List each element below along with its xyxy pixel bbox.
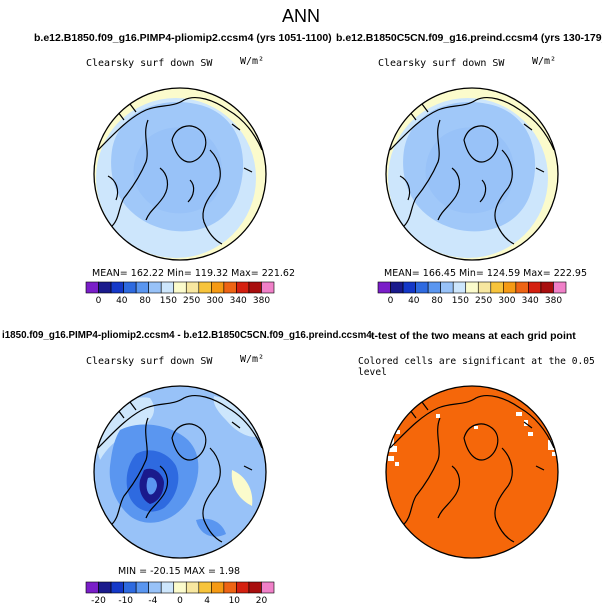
panel-2-colorbar-color-box	[503, 281, 517, 294]
panel-1-colorbar-color-box	[198, 281, 212, 294]
panel-3-colorbar-color-box	[173, 581, 187, 594]
panel-3-colorbar-color-box	[211, 581, 225, 594]
panel-1-colorbar-color-box	[85, 281, 99, 294]
panel-3-colorbar-tick-label: 10	[229, 596, 241, 606]
panel-3-variable-label: Clearsky surf down SW	[86, 356, 213, 367]
panel-4-map	[385, 385, 559, 559]
panel-2-colorbar-color-box	[477, 281, 492, 294]
panel-2-colorbar-tick-label: 40	[408, 296, 420, 306]
panel-2-colorbar-color-box	[452, 281, 467, 294]
panel-3-colorbar-color-box	[123, 581, 137, 594]
panel-1-colorbar-color-box	[236, 281, 250, 294]
panel-1-colorbar-color-box	[248, 281, 262, 294]
panel-3-colorbar-color-box	[248, 581, 262, 594]
panel-2-colorbar-color-box	[402, 281, 416, 294]
panel-2-colorbar-color-box	[515, 281, 529, 294]
panel-3-colorbar-tick-label: 4	[204, 596, 210, 606]
panel-2-colorbar-tick-label: 250	[475, 296, 492, 306]
panel-1-variable-label: Clearsky surf down SW	[86, 58, 213, 69]
panel-1-colorbar-tick-label: 150	[160, 296, 177, 306]
panel-2-variable-label: Clearsky surf down SW	[378, 58, 505, 69]
panel-3-colorbar-tick-label: -20	[91, 596, 106, 606]
panel-3-unit-label: W/m²	[240, 354, 265, 365]
panel-2-colorbar-color-box	[377, 281, 391, 294]
panel-3-colorbar-tick-label: 0	[177, 596, 183, 606]
panel-2-colorbar: 0 40 80 150 250 300 340 380	[377, 281, 567, 306]
panel-3-colorbar-tick-label: -4	[148, 596, 157, 606]
panel-2-unit-label: W/m²	[532, 56, 557, 67]
panel-2-colorbar-tick-label: 150	[452, 296, 469, 306]
panel-3-colorbar-color-box	[236, 581, 250, 594]
panel-3-colorbar-color-box	[148, 581, 162, 594]
panel-3-colorbar-color-box	[160, 581, 175, 594]
panel-3-colorbar-color-box	[98, 581, 112, 594]
panel-2-colorbar-color-box	[390, 281, 404, 294]
panel-2-map	[385, 87, 559, 261]
panel-1-colorbar-tick-label: 40	[116, 296, 128, 306]
panel-1-colorbar-tick-label: 80	[139, 296, 151, 306]
panel-2-colorbar-color-box	[540, 281, 554, 294]
panel-3-colorbar-color-box	[198, 581, 212, 594]
panel-1-stats: MEAN= 162.22 Min= 119.32 Max= 221.62	[92, 268, 296, 279]
panel-1-colorbar-tick-label: 340	[230, 296, 247, 306]
panel-1-colorbar-tick-label: 300	[206, 296, 223, 306]
panel-3-stats: MIN = -20.15 MAX = 1.98	[118, 566, 241, 577]
panel-1-colorbar-tick-label: 0	[96, 296, 102, 306]
panel-3-colorbar-color-box	[185, 581, 200, 594]
panel-2-colorbar-color-box	[528, 281, 542, 294]
panel-1-colorbar-color-box	[223, 281, 237, 294]
panel-1-colorbar-color-box	[173, 281, 187, 294]
panel-3-colorbar-tick-label: -10	[118, 596, 133, 606]
panel-1-colorbar-color-box	[160, 281, 175, 294]
panel-1-colorbar-color-box	[98, 281, 112, 294]
panel-2-colorbar-color-box	[415, 281, 429, 294]
panel-2-colorbar-color-box	[490, 281, 504, 294]
panel-1-colorbar-color-box	[261, 281, 275, 294]
panel-1-map	[93, 87, 267, 261]
panel-3-colorbar-color-box	[261, 581, 275, 594]
panel-3-colorbar: -20 -10 -4 0 4 10 20	[85, 581, 275, 606]
panel-2-colorbar-color-box	[465, 281, 479, 294]
panel-3-title: i1850.f09_g16.PIMP4-pliomip2.ccsm4 - b.e…	[2, 330, 372, 341]
panel-1-unit-label: W/m²	[240, 56, 265, 67]
panel-1-colorbar-tick-label: 250	[183, 296, 200, 306]
panel-1-colorbar-color-box	[211, 281, 225, 294]
panel-3-colorbar-tick-label: 20	[256, 596, 268, 606]
panel-1-colorbar-color-box	[110, 281, 124, 294]
panel-2-colorbar-tick-label: 380	[545, 296, 562, 306]
panel-3-colorbar-color-box	[135, 581, 149, 594]
panel-2-colorbar-tick-label: 80	[431, 296, 443, 306]
panel-2-colorbar-color-box	[553, 281, 567, 294]
panel-1-colorbar-color-box	[135, 281, 149, 294]
panel-1-colorbar-color-box	[123, 281, 137, 294]
panel-2-colorbar-color-box	[440, 281, 454, 294]
panel-3-colorbar-color-box	[110, 581, 124, 594]
panel-2-colorbar-tick-label: 340	[522, 296, 539, 306]
panel-3-colorbar-color-box	[85, 581, 99, 594]
panel-4-variable-label: Colored cells are significant at the 0.0…	[358, 356, 595, 378]
panel-2-colorbar-tick-label: 0	[388, 296, 394, 306]
panel-1-colorbar-color-box	[185, 281, 200, 294]
panel-1-colorbar-tick-label: 380	[253, 296, 270, 306]
panel-3-colorbar-color-box	[223, 581, 237, 594]
panel-1-colorbar-color-box	[148, 281, 162, 294]
panel-2-colorbar-tick-label: 300	[498, 296, 515, 306]
panel-1-title: b.e12.B1850.f09_g16.PIMP4-pliomip2.ccsm4…	[34, 32, 332, 44]
panel-2-stats: MEAN= 166.45 Min= 124.59 Max= 222.95	[384, 268, 588, 279]
panel-1-colorbar: 0 40 80 150 250 300 340 380	[85, 281, 275, 306]
panel-3-map	[93, 385, 267, 559]
panel-2-title: b.e12.B1850C5CN.f09_g16.preind.ccsm4 (yr…	[336, 32, 602, 44]
panel-2-colorbar-color-box	[427, 281, 441, 294]
panel-4-title: t-test of the two means at each grid poi…	[371, 330, 576, 342]
page-title: ANN	[281, 6, 320, 26]
